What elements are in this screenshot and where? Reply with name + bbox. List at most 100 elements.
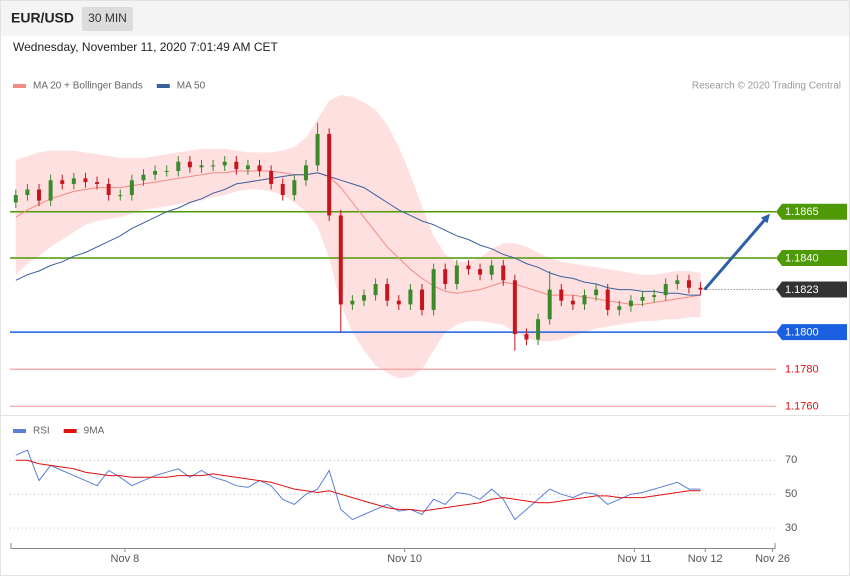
level-tag bbox=[776, 324, 847, 341]
candle-body bbox=[303, 165, 308, 181]
x-tick-label: Nov 26 bbox=[755, 553, 790, 565]
candle-body bbox=[269, 170, 274, 184]
y-tick-label: 30 bbox=[785, 522, 797, 534]
candle-body bbox=[536, 319, 541, 340]
candle-body bbox=[675, 280, 680, 284]
interval-tab[interactable] bbox=[82, 7, 133, 31]
candle-body bbox=[431, 269, 436, 310]
candle-body bbox=[257, 165, 262, 171]
candle-body bbox=[315, 133, 320, 166]
legend-label: MA 20 + Bollinger Bands bbox=[33, 81, 143, 92]
candle-body bbox=[640, 296, 645, 301]
candle-body bbox=[489, 265, 494, 275]
candle-body bbox=[129, 180, 134, 196]
rsi-panel: 70 50 30 Nov 8 Nov 10 Nov 11 Nov 12 Nov 26 bbox=[10, 449, 797, 565]
bollinger-band bbox=[15, 95, 701, 379]
candle-body bbox=[559, 289, 564, 301]
level-label: 1.1780 bbox=[785, 364, 819, 376]
rsi-line bbox=[15, 449, 701, 521]
symbol: EUR/USD bbox=[11, 10, 74, 26]
x-tick-label: Nov 11 bbox=[617, 553, 651, 565]
level-tag bbox=[776, 250, 847, 267]
candle-body bbox=[663, 284, 668, 296]
level-label: 1.1840 bbox=[785, 252, 819, 264]
candle-body bbox=[222, 161, 227, 166]
y-tick-label: 50 bbox=[785, 488, 797, 500]
credit: Research © 2020 Trading Central bbox=[692, 81, 841, 92]
candle-body bbox=[652, 295, 657, 297]
interval-label[interactable]: 30 MIN bbox=[88, 11, 127, 25]
candle-body bbox=[48, 180, 53, 201]
candle-body bbox=[71, 178, 76, 184]
x-tick-label: Nov 8 bbox=[111, 553, 140, 565]
candle-body bbox=[605, 289, 610, 310]
level-tag bbox=[776, 281, 847, 298]
candle-body bbox=[501, 265, 506, 281]
candle-body bbox=[443, 269, 448, 284]
candle-body bbox=[176, 161, 181, 171]
candle-body bbox=[199, 165, 204, 168]
candle-body bbox=[280, 183, 285, 196]
candle-body bbox=[454, 265, 459, 284]
candle-body bbox=[245, 165, 250, 170]
candle-body bbox=[37, 189, 42, 201]
projection-arrowhead bbox=[760, 213, 770, 224]
candle-body bbox=[118, 195, 123, 197]
candle-body bbox=[524, 334, 529, 340]
ma-line bbox=[15, 172, 701, 296]
candle-body bbox=[420, 289, 425, 310]
candle-body bbox=[686, 280, 691, 288]
candle-body bbox=[478, 269, 483, 275]
candle-body bbox=[617, 306, 622, 310]
rsi-line bbox=[15, 459, 701, 512]
x-tick-label: Nov 10 bbox=[387, 553, 422, 565]
y-tick-label: 70 bbox=[785, 454, 797, 466]
timestamp: Wednesday, November 11, 2020 7:01:49 AM … bbox=[13, 40, 278, 54]
level-label: 1.1800 bbox=[785, 327, 819, 339]
candle-body bbox=[153, 170, 158, 175]
legend-swatch bbox=[13, 84, 26, 88]
candle-body bbox=[141, 174, 146, 181]
legend-swatch bbox=[13, 429, 26, 433]
level-label: 1.1865 bbox=[785, 206, 819, 218]
candle-body bbox=[234, 161, 239, 170]
header-bar bbox=[1, 1, 849, 36]
candle-body bbox=[60, 180, 65, 184]
candle-body bbox=[13, 195, 18, 203]
projection-arrow bbox=[703, 217, 768, 291]
candle-body bbox=[164, 170, 169, 172]
legend-swatch bbox=[156, 84, 170, 88]
legend-label: MA 50 bbox=[177, 81, 206, 92]
level-label: 1.1760 bbox=[785, 401, 819, 413]
candle-body bbox=[95, 182, 100, 184]
candle-body bbox=[106, 183, 111, 196]
candle-body bbox=[547, 289, 552, 320]
candle-body bbox=[466, 265, 471, 270]
level-label: 1.1823 bbox=[785, 284, 819, 296]
candle-body bbox=[83, 178, 88, 183]
candle-body bbox=[327, 133, 332, 216]
candle-body bbox=[594, 289, 599, 296]
candle-body bbox=[570, 300, 575, 305]
candle-body bbox=[698, 287, 703, 290]
candle-body bbox=[396, 300, 401, 305]
candle-body bbox=[338, 215, 343, 305]
candle-body bbox=[187, 161, 192, 168]
candle-body bbox=[350, 300, 355, 305]
candle-body bbox=[628, 300, 633, 307]
legend-label: 9MA bbox=[84, 426, 105, 437]
candle-body bbox=[408, 289, 413, 305]
legend-swatch bbox=[63, 429, 77, 433]
candle-body bbox=[292, 180, 297, 196]
candle-body bbox=[25, 189, 30, 196]
candle-body bbox=[373, 284, 378, 296]
candle-body bbox=[211, 165, 216, 167]
candle-body bbox=[385, 284, 390, 301]
price-panel: 1.1865 1.1840 1.1823 1.1800 1.1780 1.1760 bbox=[10, 95, 847, 413]
candle-body bbox=[361, 295, 366, 301]
candle-body bbox=[582, 295, 587, 305]
legend-label: RSI bbox=[33, 426, 50, 437]
level-tag bbox=[776, 203, 847, 220]
